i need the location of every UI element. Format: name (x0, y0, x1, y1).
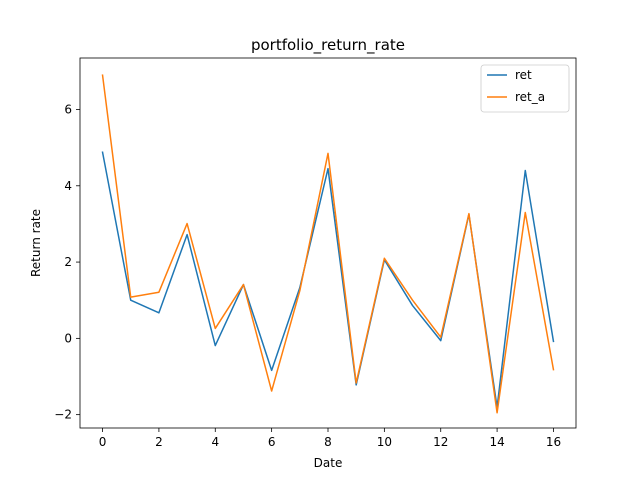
x-tick-label: 2 (155, 435, 163, 449)
y-tick-label: 6 (64, 102, 72, 116)
legend-box (480, 64, 570, 113)
x-tick-label: 14 (489, 435, 504, 449)
series-line-ret-a (101, 74, 555, 414)
legend-label-ret: ret (515, 68, 532, 82)
y-axis-ticks: −2 0 2 4 6 (54, 102, 80, 422)
y-tick-label: −2 (54, 408, 72, 422)
x-axis-ticks: 0 2 4 6 8 10 12 14 16 (99, 428, 561, 449)
x-tick-label: 0 (99, 435, 107, 449)
legend-label-ret-a: ret_a (515, 90, 545, 104)
x-tick-label: 6 (268, 435, 276, 449)
y-tick-label: 4 (64, 179, 72, 193)
x-tick-label: 12 (433, 435, 448, 449)
plot-area (80, 58, 576, 428)
y-tick-label: 2 (64, 255, 72, 269)
x-tick-label: 16 (546, 435, 561, 449)
x-axis-label: Date (314, 456, 343, 470)
series-layer (101, 74, 555, 414)
x-tick-label: 10 (377, 435, 392, 449)
y-axis-label: Return rate (29, 209, 43, 277)
y-tick-label: 0 (64, 331, 72, 345)
legend: ret ret_a (480, 64, 570, 113)
chart-title: portfolio_return_rate (251, 36, 405, 55)
x-tick-label: 8 (324, 435, 332, 449)
x-tick-label: 4 (211, 435, 219, 449)
